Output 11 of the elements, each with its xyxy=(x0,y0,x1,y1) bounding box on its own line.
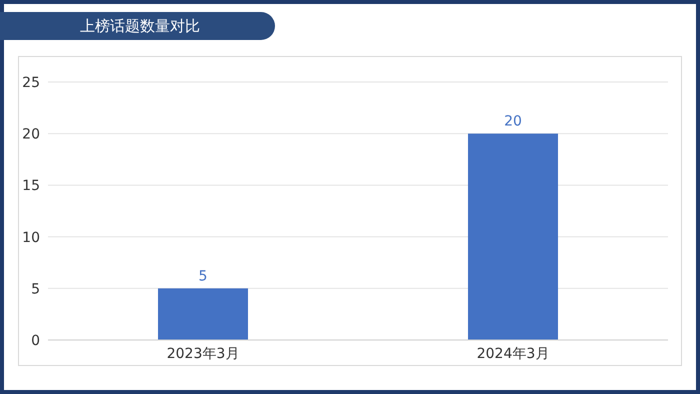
y-tick-label: 10 xyxy=(22,230,40,246)
data-label: 20 xyxy=(504,114,522,130)
x-tick-label: 2024年3月 xyxy=(476,346,550,362)
x-tick-label: 2023年3月 xyxy=(166,346,240,362)
data-label: 5 xyxy=(198,268,208,284)
y-tick-label: 20 xyxy=(22,126,40,143)
chart-title: 上榜话题数量对比 xyxy=(0,12,275,40)
y-tick-label: 5 xyxy=(31,281,40,298)
y-tick-label: 15 xyxy=(22,178,40,194)
y-tick-label: 25 xyxy=(22,74,40,91)
y-tick-label: 0 xyxy=(31,332,40,349)
